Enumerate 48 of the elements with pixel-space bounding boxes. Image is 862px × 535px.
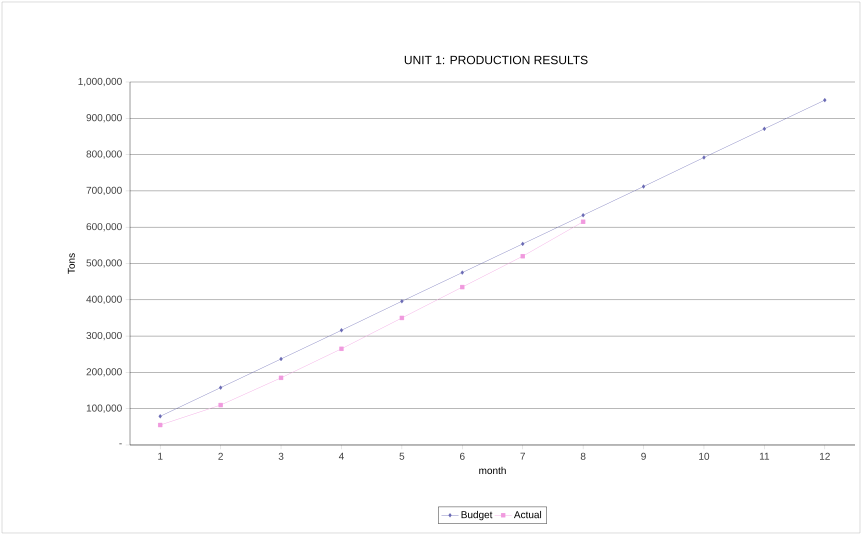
y-tick-label: 700,000 (86, 186, 122, 196)
x-tick-label: 12 (820, 452, 830, 460)
x-tick-label: 3 (278, 452, 284, 460)
y-tick-label: 500,000 (86, 259, 122, 268)
y-tick-label: 1,000,000 (78, 78, 122, 86)
point (520, 254, 525, 258)
x-tick-label: 4 (338, 452, 344, 460)
x-tick-label: 8 (580, 452, 586, 460)
x-axis-title: month (479, 466, 506, 474)
y-tick-label: 100,000 (86, 404, 122, 413)
chart-title: UNIT 1: PRODUCTION RESULTS (404, 56, 588, 64)
y-tick-label: - (119, 443, 122, 444)
point (340, 328, 344, 332)
point (158, 414, 162, 419)
point (218, 402, 223, 408)
y-tick-label: 300,000 (86, 332, 122, 340)
y-tick-label: 400,000 (86, 296, 122, 304)
legend-label: Actual (514, 510, 542, 518)
point (400, 316, 404, 320)
x-tick-label: 5 (400, 452, 404, 460)
x-tick-label: 1 (158, 452, 163, 460)
point (521, 242, 524, 246)
x-tick-label: 11 (760, 452, 770, 460)
point (158, 422, 162, 428)
y-tick-label: 600,000 (86, 223, 122, 232)
point (581, 213, 585, 218)
x-tick-label: 2 (218, 452, 223, 460)
y-tick-label: 200,000 (86, 368, 122, 377)
point (823, 98, 826, 102)
legend-label: Budget (462, 510, 492, 520)
x-tick-label: 9 (641, 452, 646, 460)
point (702, 155, 706, 160)
point (279, 356, 283, 362)
point (580, 220, 586, 224)
x-tick-label: 10 (699, 452, 710, 460)
point (278, 376, 284, 380)
point (642, 184, 646, 189)
point (762, 126, 766, 132)
x-tick-label: 6 (460, 452, 465, 460)
point (400, 299, 404, 304)
point (460, 270, 464, 275)
point (339, 346, 344, 351)
y-tick-label: 800,000 (86, 150, 122, 159)
x-tick-label: 7 (520, 452, 525, 460)
point (218, 385, 222, 390)
y-tick-label: 900,000 (86, 114, 122, 122)
point (460, 284, 464, 290)
y-axis-title: Tons (68, 253, 75, 274)
